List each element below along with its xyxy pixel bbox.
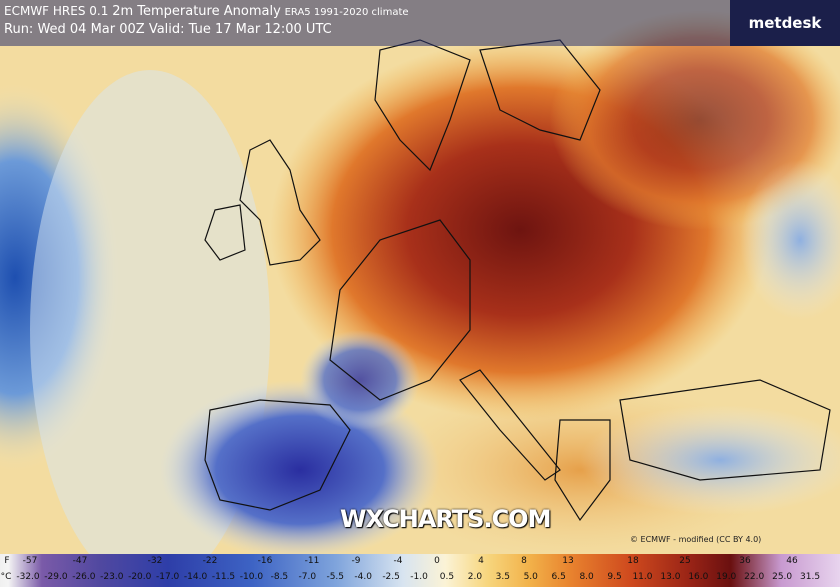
c-label: -1.0 — [410, 572, 428, 582]
f-label: 18 — [627, 556, 639, 566]
f-label: -22 — [202, 556, 218, 566]
c-label: -2.5 — [382, 572, 400, 582]
f-label: 4 — [478, 556, 484, 566]
f-unit: F — [4, 556, 10, 566]
c-label: -23.0 — [100, 572, 124, 582]
c-label: 19.0 — [716, 572, 737, 582]
c-label: -29.0 — [44, 572, 68, 582]
f-label: -9 — [351, 556, 361, 566]
model-name: ECMWF HRES 0.1 — [4, 4, 109, 18]
c-label: 31.5 — [800, 572, 821, 582]
watermark: WXCHARTS.COM — [340, 505, 551, 533]
c-label: 16.0 — [688, 572, 709, 582]
c-label: -10.0 — [239, 572, 264, 582]
c-label: -17.0 — [155, 572, 180, 582]
c-label: 9.5 — [607, 572, 622, 582]
map — [0, 0, 840, 555]
climate: ERA5 1991-2020 climate — [284, 7, 409, 18]
c-label: -5.5 — [326, 572, 345, 582]
f-label: -11 — [304, 556, 320, 566]
c-label: 6.5 — [551, 572, 566, 582]
header-title: 2m Temperature Anomaly — [112, 4, 281, 19]
c-label: 0.5 — [439, 572, 455, 582]
france-cold — [300, 330, 420, 430]
f-label: 0 — [434, 556, 440, 566]
f-label: 46 — [786, 556, 798, 566]
f-label: -47 — [72, 556, 88, 566]
c-label: 22.0 — [744, 572, 765, 582]
c-label: -20.0 — [128, 572, 152, 582]
f-label: -32 — [147, 556, 163, 566]
f-label: 36 — [739, 556, 751, 566]
f-label: 13 — [562, 556, 574, 566]
c-label: -11.5 — [211, 572, 236, 582]
c-label: 3.5 — [495, 572, 510, 582]
east-cool — [740, 160, 840, 320]
color-legend: F -57 -47 -32 -22 -16 -11 -9 -4 0 4 8 13 18 25 36 46 °C -3… — [0, 554, 840, 587]
f-label: -16 — [257, 556, 273, 566]
header-line-1: ECMWF HRES 0.1 2m Temperature Anomaly ER… — [4, 4, 409, 19]
c-label: -7.0 — [298, 572, 317, 582]
f-label: -57 — [22, 556, 38, 566]
f-label: 8 — [521, 556, 527, 566]
c-label: -8.5 — [270, 572, 289, 582]
turkey-cool — [580, 405, 840, 515]
run-info: Run: Wed 04 Mar 00Z Valid: Tue 17 Mar 12… — [4, 22, 332, 37]
c-label: 8.0 — [579, 572, 594, 582]
c-label: -14.0 — [183, 572, 208, 582]
logo[interactable]: metdesk — [730, 0, 840, 46]
c-label: -32.0 — [16, 572, 40, 582]
c-label: 25.0 — [772, 572, 793, 582]
c-label: 2.0 — [467, 572, 483, 582]
header: ECMWF HRES 0.1 2m Temperature Anomaly ER… — [0, 0, 840, 46]
c-label: -26.0 — [72, 572, 96, 582]
credit: © ECMWF - modified (CC BY 4.0) — [630, 535, 762, 544]
c-label: -4.0 — [354, 572, 372, 582]
c-label: 11.0 — [632, 572, 653, 582]
coastlines — [204, 39, 831, 522]
c-unit: °C — [0, 572, 12, 582]
f-label: -4 — [393, 556, 403, 566]
c-label: 13.0 — [660, 572, 681, 582]
f-label: 25 — [679, 556, 691, 566]
c-label: 5.0 — [523, 572, 538, 582]
